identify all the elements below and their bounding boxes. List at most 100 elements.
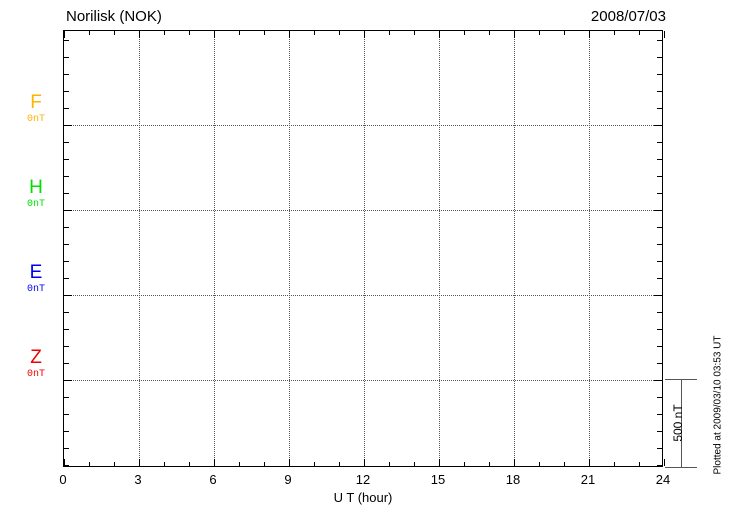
x-tick-top [414, 31, 415, 35]
x-tick-top [464, 31, 465, 35]
grid-line-vertical [589, 31, 590, 466]
x-tick-bottom [139, 459, 140, 466]
plot-area [63, 30, 665, 467]
component-label-e: E 0nT [14, 263, 58, 296]
grid-line-vertical [439, 31, 440, 466]
x-tick-top [264, 31, 265, 35]
x-tick-bottom [564, 462, 565, 466]
y-tick-left [64, 346, 69, 347]
y-tick-right [657, 329, 662, 330]
y-tick-right [657, 74, 662, 75]
y-tick-right [657, 397, 662, 398]
x-tick-top [164, 31, 165, 35]
baseline-grid-e [64, 295, 662, 296]
y-tick-right [657, 278, 662, 279]
y-tick-right [654, 380, 662, 381]
component-letter-z: Z [30, 347, 42, 368]
y-tick-right [657, 363, 662, 364]
y-tick-left [64, 312, 69, 313]
y-tick-left [64, 244, 69, 245]
x-tick-top [289, 31, 290, 38]
x-tick-top [139, 31, 140, 38]
y-tick-right [657, 91, 662, 92]
y-tick-right [657, 159, 662, 160]
scale-bar-cap-bottom [665, 467, 697, 468]
x-tick-top [214, 31, 215, 38]
component-letter-e: E [29, 262, 43, 283]
y-tick-right [657, 261, 662, 262]
component-label-z: Z 0nT [14, 348, 58, 381]
y-tick-right [657, 227, 662, 228]
y-tick-right [657, 40, 662, 41]
grid-line-vertical [364, 31, 365, 466]
x-tick-top [189, 31, 190, 35]
grid-line-vertical [514, 31, 515, 466]
y-tick-right [657, 193, 662, 194]
x-tick-bottom [64, 459, 65, 466]
x-tick-bottom [289, 459, 290, 466]
x-tick-bottom [464, 462, 465, 466]
component-letter-f: F [30, 92, 42, 113]
y-tick-left [64, 108, 69, 109]
x-tick-bottom [414, 462, 415, 466]
x-tick-bottom [214, 459, 215, 466]
y-tick-left [64, 210, 72, 211]
x-axis-tick-label: 9 [284, 472, 292, 487]
observation-date: 2008/07/03 [590, 8, 666, 25]
x-axis-tick-label: 15 [430, 472, 446, 487]
grid-line-vertical [289, 31, 290, 466]
x-axis-tick-label: 0 [59, 472, 67, 487]
y-tick-left [64, 176, 69, 177]
x-tick-bottom [589, 459, 590, 466]
x-tick-top [489, 31, 490, 35]
x-tick-top [439, 31, 440, 38]
y-tick-right [654, 125, 662, 126]
y-tick-left [64, 363, 69, 364]
x-axis-tick-label: 18 [505, 472, 521, 487]
x-tick-bottom [89, 462, 90, 466]
x-tick-bottom [264, 462, 265, 466]
y-tick-right [657, 176, 662, 177]
y-tick-right [657, 448, 662, 449]
page-title: Norilisk (NOK) [66, 8, 162, 25]
y-tick-left [64, 261, 69, 262]
x-tick-top [64, 31, 65, 38]
y-tick-left [64, 142, 69, 143]
y-tick-right [654, 210, 662, 211]
x-tick-top [239, 31, 240, 35]
y-tick-right [657, 414, 662, 415]
y-tick-right [657, 312, 662, 313]
x-tick-bottom [164, 462, 165, 466]
baseline-grid-z [64, 380, 662, 381]
component-letter-h: H [29, 177, 43, 198]
component-label-f: F 0nT [14, 93, 58, 126]
y-tick-left [64, 159, 69, 160]
x-tick-bottom [439, 459, 440, 466]
y-tick-right [657, 244, 662, 245]
y-tick-right [657, 346, 662, 347]
y-tick-right [657, 142, 662, 143]
x-tick-top [514, 31, 515, 38]
x-tick-top [114, 31, 115, 35]
y-tick-left [64, 380, 72, 381]
x-tick-bottom [114, 462, 115, 466]
y-tick-right [654, 295, 662, 296]
grid-line-vertical [214, 31, 215, 466]
x-tick-top [539, 31, 540, 35]
component-label-h: H 0nT [14, 178, 58, 211]
x-tick-top [589, 31, 590, 38]
y-tick-left [64, 329, 69, 330]
x-tick-top [314, 31, 315, 35]
y-tick-left [64, 448, 69, 449]
x-axis-tick-label: 21 [580, 472, 596, 487]
plotted-timestamp: Plotted at 2009/03/10 03:53 UT [712, 335, 724, 475]
y-tick-left [64, 397, 69, 398]
y-tick-left [64, 295, 72, 296]
x-tick-bottom [514, 459, 515, 466]
scale-bar-line [681, 379, 682, 467]
y-tick-left [64, 431, 69, 432]
baseline-grid-f [64, 125, 662, 126]
y-tick-left [64, 278, 69, 279]
x-tick-top [664, 31, 665, 38]
